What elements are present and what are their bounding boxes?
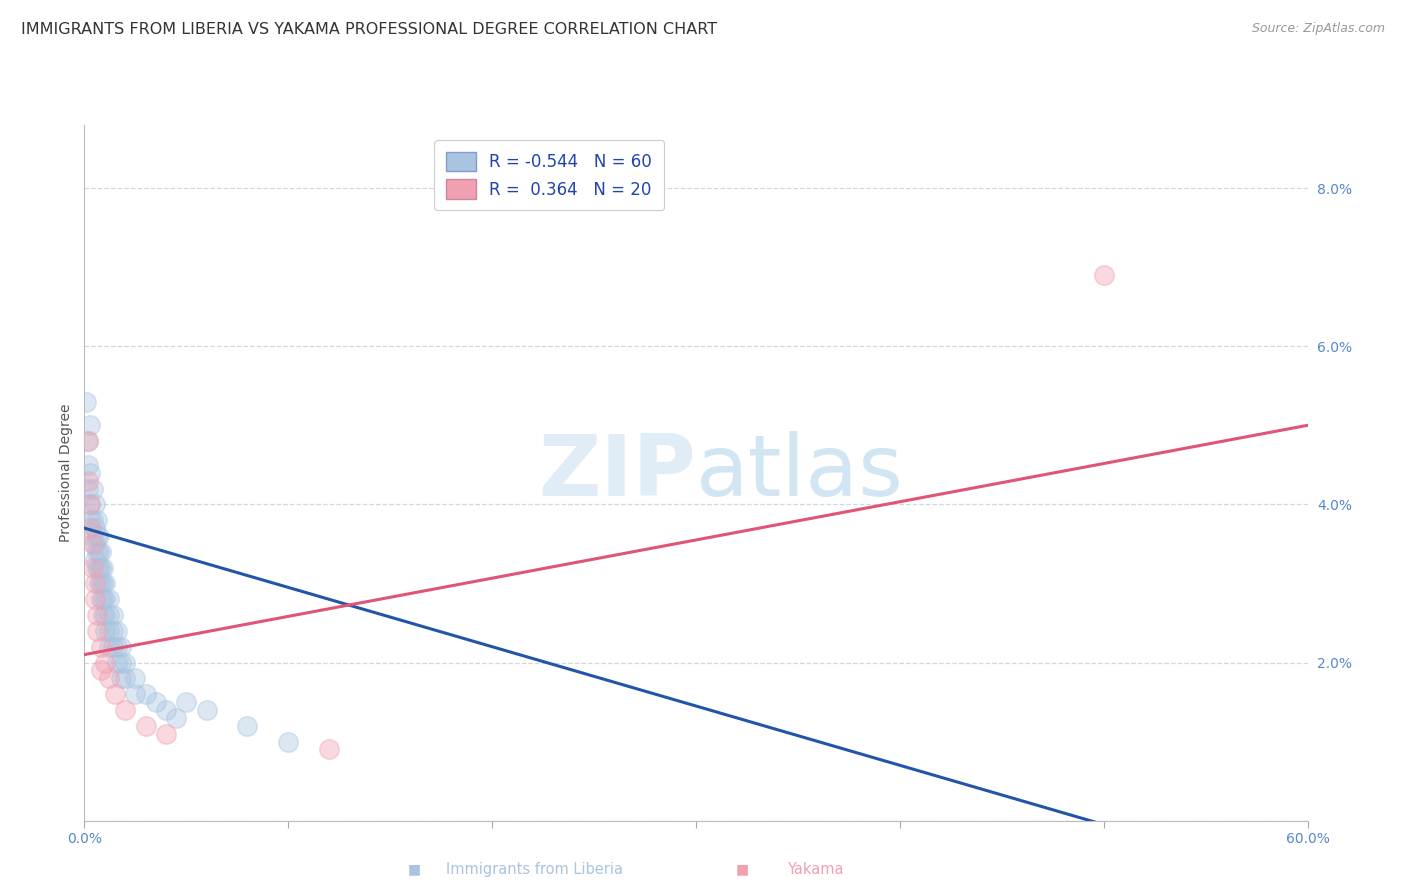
Point [82, 560, 104, 574]
Point [86, 624, 108, 638]
Point [79, 497, 101, 511]
Point [79, 418, 101, 433]
Point [91, 576, 114, 591]
Point [83, 537, 105, 551]
Point [83, 576, 105, 591]
Point [82, 482, 104, 496]
Text: IMMIGRANTS FROM LIBERIA VS YAKAMA PROFESSIONAL DEGREE CORRELATION CHART: IMMIGRANTS FROM LIBERIA VS YAKAMA PROFES… [21, 22, 717, 37]
Point [97, 624, 120, 638]
Point [77, 458, 100, 472]
Point [77, 434, 100, 449]
Point [105, 640, 128, 654]
Point [105, 624, 128, 638]
Text: ■: ■ [735, 863, 749, 877]
Point [86, 545, 108, 559]
Point [93, 656, 115, 670]
Point [174, 695, 197, 709]
Point [87, 560, 110, 574]
Point [82, 529, 104, 543]
Point [105, 656, 128, 670]
Point [82, 537, 104, 551]
Point [86, 560, 108, 574]
Text: atlas: atlas [696, 431, 904, 515]
Point [82, 513, 104, 527]
Point [97, 608, 120, 623]
Point [195, 703, 218, 717]
Point [77, 474, 100, 488]
Point [93, 576, 115, 591]
Point [101, 624, 124, 638]
Point [86, 529, 108, 543]
Point [90, 545, 112, 559]
Point [83, 497, 105, 511]
Point [93, 592, 115, 607]
Point [101, 608, 124, 623]
Point [145, 695, 167, 709]
Point [83, 552, 105, 567]
Point [83, 592, 105, 607]
Point [87, 576, 110, 591]
Point [90, 560, 112, 574]
Point [110, 640, 132, 654]
Point [77, 434, 100, 449]
Point [97, 640, 120, 654]
Text: Yakama: Yakama [787, 863, 844, 877]
Point [83, 521, 105, 535]
Text: Source: ZipAtlas.com: Source: ZipAtlas.com [1251, 22, 1385, 36]
Point [79, 497, 101, 511]
Point [87, 545, 110, 559]
Point [91, 592, 114, 607]
Point [114, 703, 136, 717]
Point [110, 671, 132, 685]
Point [91, 608, 114, 623]
Y-axis label: Professional Degree: Professional Degree [59, 403, 73, 542]
Point [110, 656, 132, 670]
Point [135, 687, 157, 701]
Point [101, 640, 124, 654]
Point [135, 719, 157, 733]
Point [114, 656, 136, 670]
Point [124, 671, 146, 685]
Legend: R = -0.544   N = 60, R =  0.364   N = 20: R = -0.544 N = 60, R = 0.364 N = 20 [434, 140, 664, 211]
Point [90, 592, 112, 607]
Point [87, 529, 110, 543]
Point [1092, 268, 1115, 282]
Point [79, 513, 101, 527]
Text: Immigrants from Liberia: Immigrants from Liberia [446, 863, 623, 877]
Point [91, 560, 114, 574]
Point [90, 576, 112, 591]
Point [90, 640, 112, 654]
Point [155, 726, 177, 740]
Point [124, 687, 146, 701]
Point [79, 466, 101, 480]
Point [104, 687, 127, 701]
Point [97, 592, 120, 607]
Point [277, 734, 299, 748]
Point [114, 671, 136, 685]
Point [79, 521, 101, 535]
Point [236, 719, 259, 733]
Point [75, 394, 97, 409]
Point [155, 703, 177, 717]
Point [165, 711, 187, 725]
Point [93, 608, 115, 623]
Point [93, 624, 115, 638]
Point [97, 671, 120, 685]
Point [86, 608, 108, 623]
Point [77, 482, 100, 496]
Text: ■: ■ [408, 863, 422, 877]
Text: ZIP: ZIP [538, 431, 696, 515]
Point [90, 664, 112, 678]
Point [86, 513, 108, 527]
Point [318, 742, 340, 756]
